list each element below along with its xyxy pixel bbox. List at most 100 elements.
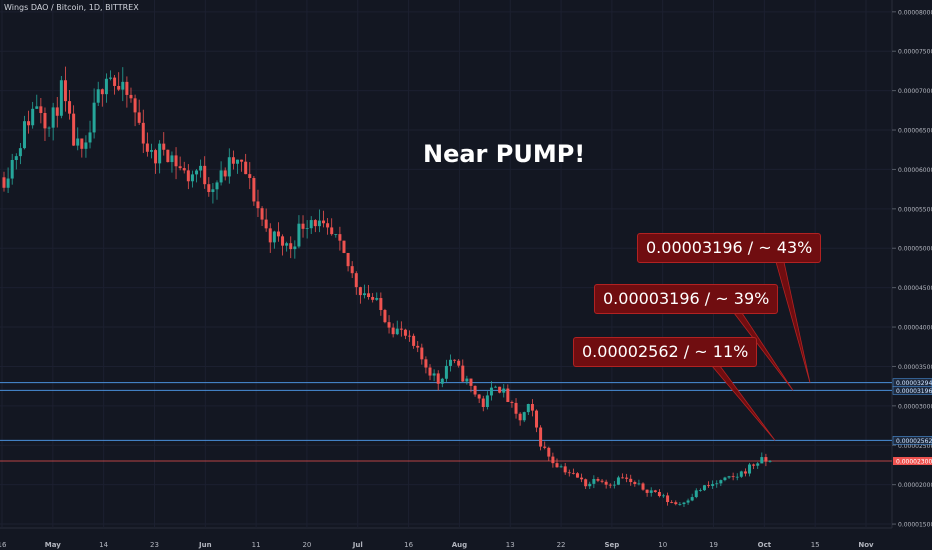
candle-body bbox=[432, 373, 436, 376]
candle-body bbox=[342, 240, 346, 253]
candle-body bbox=[477, 394, 481, 399]
candle-body bbox=[260, 208, 264, 220]
y-tick-label: 0.00006500 bbox=[898, 128, 932, 135]
candle-body bbox=[473, 385, 477, 395]
candle-body bbox=[461, 365, 465, 382]
x-tick-label: 15 bbox=[811, 541, 820, 549]
candle-body bbox=[84, 142, 88, 149]
candle-body bbox=[276, 231, 280, 237]
y-tick-label: 0.00008000 bbox=[898, 9, 932, 16]
candle-body bbox=[47, 127, 51, 129]
level-price-tag bbox=[892, 386, 932, 395]
candle-body bbox=[334, 234, 338, 235]
candle-body bbox=[469, 378, 473, 386]
y-tick-label: 0.00001500 bbox=[898, 522, 932, 529]
candle-body bbox=[543, 446, 547, 448]
candle-body bbox=[305, 228, 309, 230]
candle-body bbox=[137, 112, 141, 123]
candle-body bbox=[453, 359, 457, 361]
candle-body bbox=[448, 359, 452, 366]
candle-body bbox=[100, 89, 104, 95]
target-callout-43: 0.00003196 / ~ 43% bbox=[637, 233, 822, 263]
candle-body bbox=[489, 387, 493, 396]
candle-body bbox=[149, 150, 153, 152]
candle-body bbox=[481, 398, 485, 407]
candle-body bbox=[190, 174, 194, 182]
y-tick-label: 0.00002500 bbox=[898, 443, 932, 450]
candle-body bbox=[539, 427, 543, 447]
candle-body bbox=[18, 148, 22, 157]
candle-body bbox=[248, 174, 252, 179]
candle-body bbox=[395, 328, 399, 335]
candle-body bbox=[719, 480, 723, 484]
candle-body bbox=[10, 159, 14, 179]
y-tick-label: 0.00007000 bbox=[898, 88, 932, 95]
candle-body bbox=[465, 378, 469, 382]
candle-body bbox=[256, 201, 260, 209]
candle-body bbox=[186, 170, 190, 182]
candle-body bbox=[63, 80, 67, 102]
candle-body bbox=[346, 252, 350, 267]
candle-body bbox=[371, 296, 375, 300]
candle-body bbox=[158, 143, 162, 164]
candle-body bbox=[506, 388, 510, 402]
candle-body bbox=[731, 476, 735, 478]
candle-body bbox=[633, 482, 637, 485]
candle-body bbox=[690, 497, 694, 501]
candle-body bbox=[739, 471, 743, 477]
candle-body bbox=[145, 143, 149, 152]
x-tick-label: Nov bbox=[858, 541, 874, 549]
candle-body bbox=[297, 223, 301, 247]
candle-body bbox=[567, 472, 571, 474]
candle-body bbox=[268, 228, 272, 243]
candle-body bbox=[707, 485, 711, 487]
candle-body bbox=[494, 386, 498, 388]
candle-body bbox=[264, 219, 268, 229]
candle-body bbox=[211, 189, 215, 193]
candle-body bbox=[604, 481, 608, 485]
candle-body bbox=[178, 166, 182, 169]
candle-body bbox=[14, 156, 18, 160]
candle-body bbox=[244, 161, 248, 175]
candle-body bbox=[457, 360, 461, 366]
candle-body bbox=[121, 81, 125, 90]
candle-body bbox=[367, 293, 371, 297]
candle-body bbox=[207, 184, 211, 193]
candle-body bbox=[502, 388, 506, 393]
candle-body bbox=[113, 77, 117, 86]
candle-body bbox=[752, 464, 756, 466]
candle-body bbox=[608, 484, 612, 486]
candle-body bbox=[670, 502, 674, 503]
candle-body bbox=[580, 477, 584, 480]
candle-body bbox=[391, 327, 395, 335]
candle-body bbox=[133, 98, 137, 113]
candle-body bbox=[612, 484, 616, 486]
candle-body bbox=[621, 477, 625, 479]
candle-body bbox=[674, 502, 678, 505]
x-tick-label: Aug bbox=[452, 541, 467, 549]
candle-body bbox=[649, 490, 653, 493]
candle-body bbox=[535, 410, 539, 428]
candle-body bbox=[682, 502, 686, 505]
candle-body bbox=[653, 490, 657, 492]
candle-body bbox=[96, 89, 100, 103]
candle-body bbox=[317, 220, 321, 227]
x-tick-label: 10 bbox=[658, 541, 667, 549]
candle-body bbox=[768, 461, 772, 462]
candle-body bbox=[694, 490, 698, 498]
candle-body bbox=[379, 298, 383, 311]
target-callout-11: 0.00002562 / ~ 11% bbox=[573, 337, 758, 367]
candle-body bbox=[72, 113, 76, 146]
candle-body bbox=[416, 345, 420, 348]
candle-body bbox=[645, 489, 649, 493]
candle-body bbox=[702, 485, 706, 491]
candle-body bbox=[2, 177, 6, 188]
candle-body bbox=[125, 81, 129, 95]
candle-body bbox=[600, 480, 604, 482]
candle-body bbox=[526, 404, 530, 413]
x-tick-label: May bbox=[45, 541, 61, 549]
y-tick-label: 0.00003000 bbox=[898, 403, 932, 410]
candle-body bbox=[219, 170, 223, 183]
candle-body bbox=[629, 478, 633, 483]
